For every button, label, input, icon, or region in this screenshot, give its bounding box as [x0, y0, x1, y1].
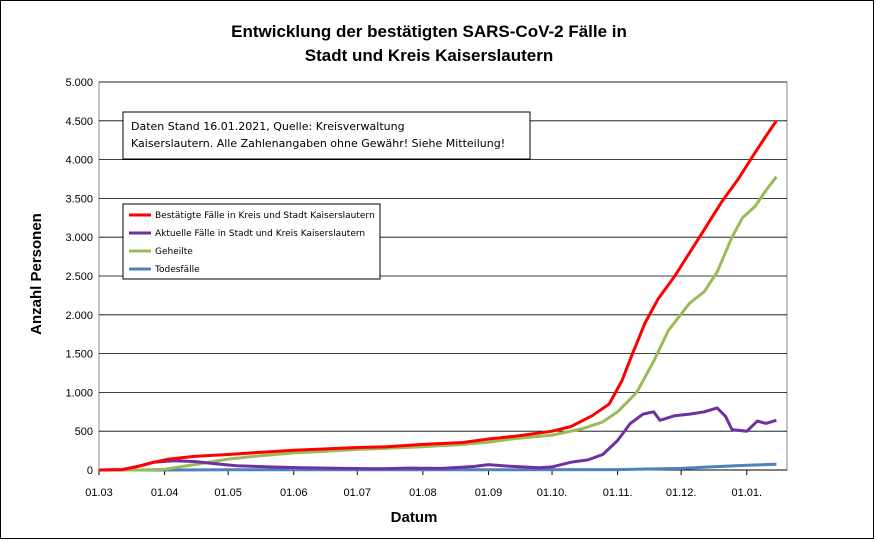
series-line-confirmed: [98, 119, 778, 472]
y-axis-title: Anzahl Personen: [28, 213, 45, 335]
x-axis-title: Datum: [391, 509, 438, 526]
y-tick-label: 3.500: [65, 193, 93, 205]
annotation-box: Daten Stand 16.01.2021, Quelle: Kreisver…: [122, 111, 531, 160]
legend-box: [122, 203, 381, 280]
series-line-active: [98, 406, 777, 472]
legend-label-deaths: Todesfälle: [154, 265, 200, 275]
y-tick-label: 500: [75, 426, 93, 438]
x-tick-label: 01.01.: [731, 487, 762, 499]
annotation-line-2: Kaiserslautern. Alle Zahlenangaben ohne …: [131, 137, 505, 150]
legend: Bestätigte Fälle in Kreis und Stadt Kais…: [122, 203, 381, 280]
x-tick-label: 01.09: [475, 487, 503, 499]
legend-label-confirmed: Bestätigte Fälle in Kreis und Stadt Kais…: [155, 211, 375, 221]
x-axis-ticks: 01.03 01.04 01.05 01.06 01.07 01.08 01.09 01.10…: [85, 470, 762, 499]
y-tick-label: 2.000: [65, 310, 93, 322]
y-tick-label: 3.000: [65, 232, 93, 244]
x-tick-label: 01.10.: [537, 487, 568, 499]
series-line-deaths: [99, 462, 777, 472]
y-tick-label: 1.000: [65, 387, 93, 399]
y-tick-label: 4.000: [65, 155, 93, 167]
series-line-recovered: [99, 175, 778, 472]
x-tick-label: 01.12.: [666, 487, 697, 499]
y-tick-label: 1.500: [65, 349, 93, 361]
x-tick-label: 01.05: [214, 487, 242, 499]
legend-label-active: Aktuelle Fälle in Stadt und Kreis Kaiser…: [155, 229, 365, 239]
x-tick-label: 01.08: [409, 487, 437, 499]
y-axis-ticks: 0 500 1.000 1.500 2.000 2.500 3.000 3.500 4.000 4…: [65, 77, 93, 477]
x-tick-label: 01.06: [280, 487, 308, 499]
y-tick-label: 5.000: [65, 77, 93, 89]
chart-title-line-1: Entwicklung der bestätigten SARS-CoV-2 F…: [231, 22, 627, 41]
annotation-line-1: Daten Stand 16.01.2021, Quelle: Kreisver…: [131, 120, 405, 133]
x-tick-label: 01.04: [151, 487, 179, 499]
y-tick-label: 4.500: [65, 116, 93, 128]
x-tick-label: 01.03: [85, 487, 113, 499]
x-tick-label: 01.07: [343, 487, 371, 499]
chart-title-line-2: Stadt und Kreis Kaiserslautern: [305, 46, 553, 65]
x-tick-label: 01.11.: [603, 487, 633, 499]
series-lines: [98, 119, 778, 472]
y-tick-label: 2.500: [65, 271, 93, 283]
legend-label-recovered: Geheilte: [155, 247, 193, 257]
y-tick-label: 0: [87, 465, 93, 477]
